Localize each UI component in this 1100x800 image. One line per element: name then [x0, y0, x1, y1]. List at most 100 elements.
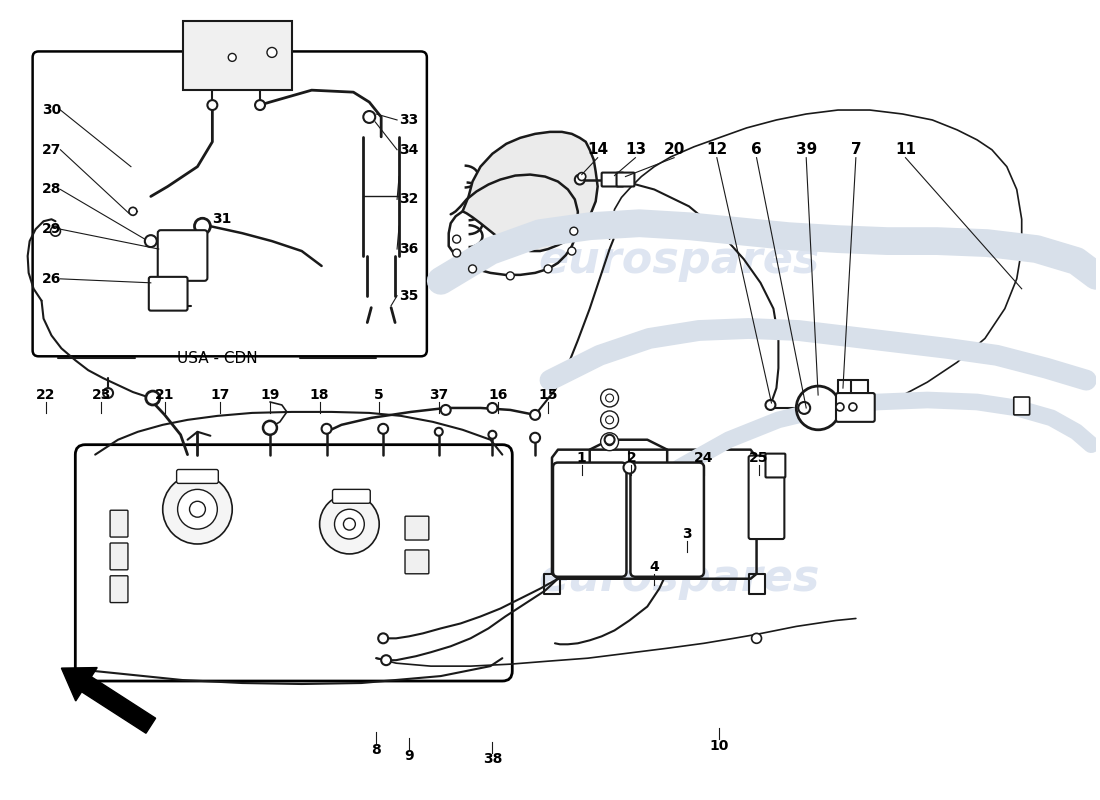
Circle shape	[453, 249, 461, 257]
FancyBboxPatch shape	[766, 454, 785, 478]
FancyBboxPatch shape	[110, 510, 128, 537]
Text: 37: 37	[429, 388, 449, 402]
Text: 23: 23	[91, 388, 111, 402]
Circle shape	[382, 655, 392, 665]
Polygon shape	[463, 132, 597, 251]
Text: 26: 26	[42, 272, 62, 286]
Text: 9: 9	[404, 749, 414, 762]
Text: 16: 16	[488, 388, 508, 402]
Circle shape	[163, 474, 232, 544]
Text: 15: 15	[538, 388, 558, 402]
FancyBboxPatch shape	[157, 230, 208, 281]
FancyBboxPatch shape	[110, 543, 128, 570]
Circle shape	[605, 434, 615, 445]
Text: 21: 21	[155, 388, 175, 402]
FancyBboxPatch shape	[405, 550, 429, 574]
Circle shape	[145, 235, 157, 247]
Text: 25: 25	[749, 450, 768, 465]
FancyBboxPatch shape	[616, 173, 635, 186]
Circle shape	[578, 173, 585, 181]
Text: 3: 3	[682, 527, 692, 541]
FancyBboxPatch shape	[332, 490, 371, 503]
Circle shape	[263, 421, 277, 434]
Text: 1: 1	[576, 450, 586, 465]
FancyBboxPatch shape	[553, 462, 627, 577]
Circle shape	[530, 410, 540, 420]
FancyBboxPatch shape	[602, 173, 624, 186]
Circle shape	[601, 411, 618, 429]
Circle shape	[103, 388, 113, 398]
Circle shape	[601, 389, 618, 407]
Circle shape	[799, 402, 811, 414]
Circle shape	[195, 218, 210, 234]
FancyBboxPatch shape	[75, 445, 513, 681]
Circle shape	[766, 400, 775, 410]
Text: 31: 31	[212, 212, 232, 226]
Text: 33: 33	[399, 113, 419, 127]
Circle shape	[606, 416, 614, 424]
Text: 30: 30	[42, 103, 62, 117]
FancyBboxPatch shape	[110, 576, 128, 602]
Text: 34: 34	[399, 142, 419, 157]
Circle shape	[378, 424, 388, 434]
Circle shape	[796, 386, 840, 430]
Circle shape	[606, 438, 614, 446]
Circle shape	[189, 502, 206, 517]
FancyBboxPatch shape	[405, 516, 429, 540]
Text: 4: 4	[649, 560, 659, 574]
Circle shape	[568, 247, 575, 255]
Circle shape	[363, 111, 375, 123]
Circle shape	[378, 634, 388, 643]
Circle shape	[530, 433, 540, 442]
Text: 19: 19	[261, 388, 279, 402]
Text: USA - CDN: USA - CDN	[177, 350, 257, 366]
Circle shape	[575, 174, 585, 185]
Circle shape	[487, 403, 497, 413]
Text: 8: 8	[372, 742, 381, 757]
FancyBboxPatch shape	[33, 51, 427, 356]
Text: 13: 13	[625, 142, 646, 158]
Text: 6: 6	[751, 142, 762, 158]
Circle shape	[434, 428, 442, 436]
Circle shape	[453, 235, 461, 243]
FancyBboxPatch shape	[1014, 397, 1030, 415]
Circle shape	[606, 394, 614, 402]
Circle shape	[51, 226, 60, 236]
Text: 2: 2	[627, 450, 636, 465]
Text: 14: 14	[587, 142, 608, 158]
Text: eurospares: eurospares	[538, 558, 820, 600]
Circle shape	[624, 462, 636, 474]
FancyBboxPatch shape	[177, 470, 218, 483]
Text: 10: 10	[710, 738, 728, 753]
Circle shape	[229, 54, 236, 62]
Text: 11: 11	[895, 142, 916, 158]
Text: 28: 28	[42, 182, 62, 197]
Text: eurospares: eurospares	[131, 538, 412, 580]
Text: 7: 7	[850, 142, 861, 158]
Text: 35: 35	[399, 289, 419, 302]
Circle shape	[836, 403, 844, 411]
Text: eurospares: eurospares	[538, 239, 820, 282]
Text: 27: 27	[42, 142, 62, 157]
Text: 32: 32	[399, 193, 419, 206]
Circle shape	[751, 634, 761, 643]
Circle shape	[146, 391, 160, 405]
Circle shape	[469, 265, 476, 273]
Circle shape	[129, 207, 136, 215]
FancyBboxPatch shape	[630, 462, 704, 577]
FancyBboxPatch shape	[836, 393, 874, 422]
Text: 5: 5	[374, 388, 384, 402]
FancyArrow shape	[62, 667, 155, 734]
FancyBboxPatch shape	[749, 456, 784, 539]
Text: 12: 12	[706, 142, 727, 158]
Text: 24: 24	[694, 450, 714, 465]
Circle shape	[321, 424, 331, 434]
Text: 18: 18	[310, 388, 329, 402]
Text: 39: 39	[795, 142, 817, 158]
Circle shape	[488, 430, 496, 438]
Circle shape	[177, 490, 218, 529]
Circle shape	[441, 405, 451, 415]
Circle shape	[601, 433, 618, 450]
Text: 17: 17	[210, 388, 230, 402]
Circle shape	[506, 272, 515, 280]
